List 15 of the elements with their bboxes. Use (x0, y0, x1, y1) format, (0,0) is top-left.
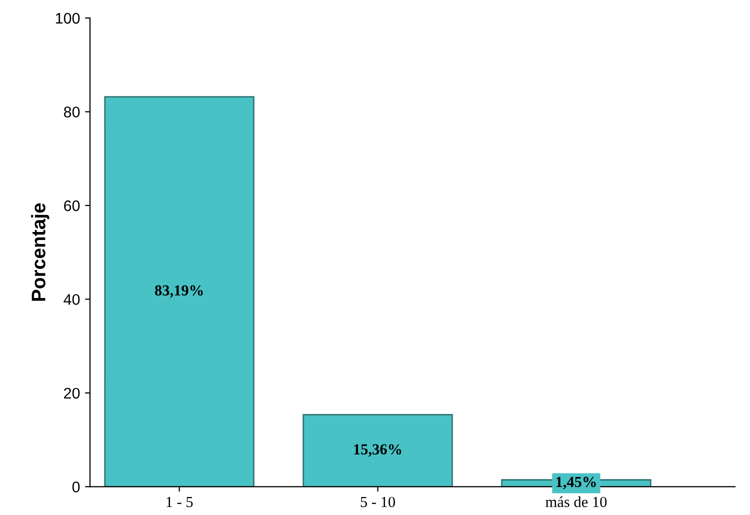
bar (104, 96, 254, 487)
y-tick-label: 20 (64, 388, 80, 399)
x-tick-label: 5 - 10 (360, 496, 396, 508)
y-tick-label: 60 (64, 200, 80, 212)
y-axis-title: Porcentaje (31, 203, 50, 301)
y-tick-label: 80 (64, 106, 80, 118)
y-tick-label: 100 (56, 12, 80, 24)
y-tick-label: 40 (64, 294, 80, 305)
bar (302, 414, 453, 487)
x-tick-label: 1 - 5 (166, 496, 193, 508)
data-label: 83,19% (154, 285, 203, 298)
data-label: 1,45% (556, 476, 596, 490)
data-label: 15,36% (354, 444, 402, 457)
x-tick-label: más de 10 (546, 496, 607, 508)
y-tick-label: 0 (72, 482, 80, 492)
